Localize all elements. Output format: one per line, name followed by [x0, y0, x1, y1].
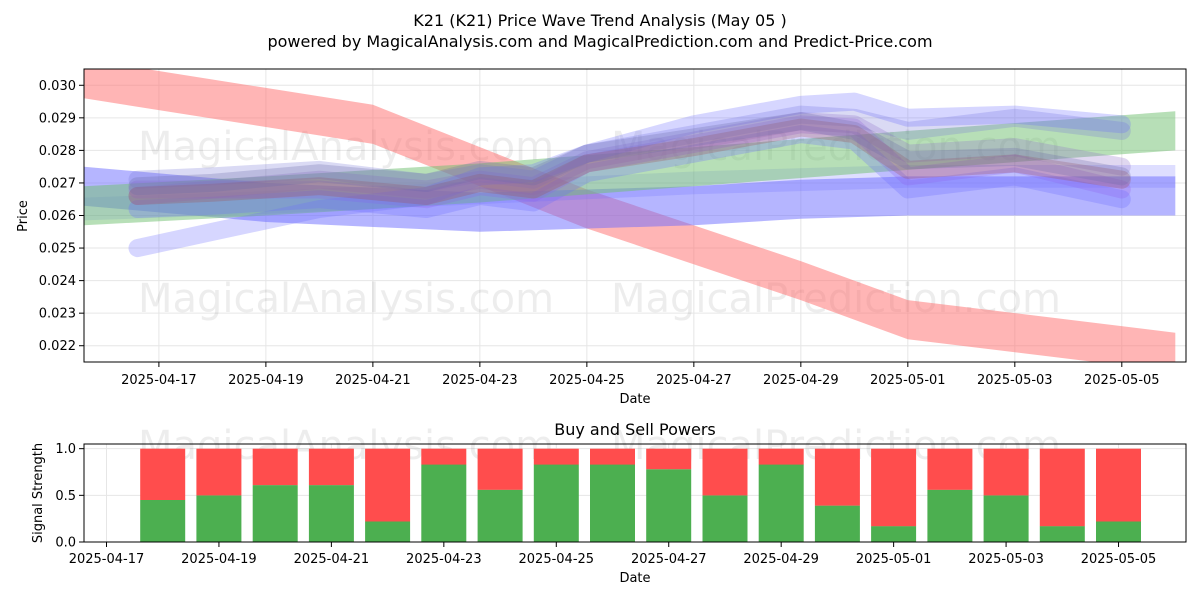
- sell-power-bar: [702, 448, 748, 496]
- buy-power-bar: [702, 495, 748, 542]
- signal-y-axis-label: Signal Strength: [31, 443, 46, 543]
- price-y-axis-label: Price: [16, 200, 31, 232]
- sell-power-bar: [983, 448, 1029, 496]
- sell-power-bar: [646, 448, 692, 470]
- price-y-tick-label: 0.022: [39, 339, 76, 354]
- buy-power-bar: [927, 489, 973, 542]
- sell-power-bar: [140, 448, 186, 500]
- price-x-tick-label: 2025-05-03: [977, 373, 1053, 388]
- price-x-tick-label: 2025-04-23: [442, 373, 518, 388]
- price-x-tick-label: 2025-04-27: [656, 373, 732, 388]
- signal-x-tick-label: 2025-04-21: [294, 552, 370, 567]
- price-y-tick-label: 0.023: [39, 307, 76, 322]
- buy-power-bar: [533, 464, 579, 542]
- sell-power-bar: [365, 448, 411, 522]
- signal-y-tick-label: 0.0: [55, 536, 76, 551]
- buy-power-bar: [477, 489, 523, 542]
- signal-x-tick-label: 2025-05-01: [856, 552, 932, 567]
- price-x-tick-label: 2025-04-21: [335, 373, 411, 388]
- signal-x-tick-label: 2025-05-05: [1081, 552, 1157, 567]
- signal-x-tick-label: 2025-04-19: [181, 552, 257, 567]
- blue-trend-band: [84, 166, 1176, 232]
- price-y-tick-label: 0.029: [39, 111, 76, 126]
- price-y-tick-label: 0.025: [39, 242, 76, 257]
- price-x-axis-label: Date: [619, 392, 650, 407]
- price-y-tick-label: 0.024: [39, 274, 76, 289]
- buy-power-bar: [871, 526, 917, 542]
- price-y-tick-label: 0.030: [39, 79, 76, 94]
- signal-x-ticks: 2025-04-17 2025-04-19 2025-04-21 2025-04-23…: [69, 542, 1157, 567]
- signal-x-tick-label: 2025-04-27: [631, 552, 707, 567]
- chart-title: K21 (K21) Price Wave Trend Analysis (May…: [413, 11, 786, 30]
- buy-power-bar: [1039, 526, 1085, 542]
- price-wave-line: [128, 115, 1131, 209]
- signal-x-tick-label: 2025-04-23: [406, 552, 482, 567]
- price-x-ticks: 2025-04-17 2025-04-19 2025-04-21 2025-04-23…: [121, 362, 1160, 388]
- signal-bars: [140, 448, 1141, 542]
- signal-title: Buy and Sell Powers: [554, 420, 716, 439]
- signal-y-ticks: 0.0 0.5 1.0: [55, 442, 84, 551]
- sell-power-bar: [871, 448, 917, 527]
- buy-power-bar: [646, 469, 692, 542]
- price-wave-lines: [128, 92, 1131, 258]
- price-bands: [84, 69, 1176, 362]
- buy-power-bar: [196, 495, 242, 542]
- signal-x-tick-label: 2025-04-29: [743, 552, 819, 567]
- sell-power-bar: [308, 448, 354, 486]
- buy-power-bar: [1096, 521, 1141, 542]
- buy-power-bar: [365, 521, 411, 542]
- price-x-tick-label: 2025-04-17: [121, 373, 197, 388]
- green-trend-band: [84, 111, 1176, 226]
- price-plot: MagicalAnalysis.com MagicalPrediction.co…: [16, 68, 1187, 407]
- buy-power-bar: [758, 464, 804, 542]
- price-y-ticks: 0.022 0.023 0.024 0.025 0.026 0.027 0.028 0.029…: [39, 79, 84, 354]
- sell-power-bar: [758, 448, 804, 465]
- price-wave-line: [128, 112, 1131, 196]
- signal-plot: Buy and Sell Powers MagicalAnalysis.com …: [31, 420, 1187, 586]
- signal-y-tick-label: 0.5: [55, 489, 76, 504]
- price-wave-line: [128, 125, 1131, 218]
- price-y-tick-label: 0.028: [39, 144, 76, 159]
- sell-power-bar: [196, 448, 242, 496]
- signal-x-tick-label: 2025-04-17: [69, 552, 145, 567]
- buy-power-bar: [983, 495, 1029, 542]
- price-y-tick-label: 0.026: [39, 209, 76, 224]
- buy-power-bar: [252, 485, 298, 542]
- price-x-tick-label: 2025-05-01: [870, 373, 946, 388]
- price-wave-line: [128, 105, 1131, 192]
- price-wave-line: [128, 92, 1131, 258]
- sell-power-bar: [252, 448, 298, 486]
- price-grid: [84, 69, 1186, 362]
- signal-plot-frame: [83, 443, 1187, 543]
- signal-x-tick-label: 2025-05-03: [968, 552, 1044, 567]
- sell-power-bar: [421, 448, 467, 465]
- price-x-tick-label: 2025-04-19: [228, 373, 304, 388]
- buy-power-bar: [140, 500, 186, 542]
- signal-y-tick-label: 1.0: [55, 442, 76, 457]
- price-wave-line: [128, 118, 1131, 205]
- price-y-tick-label: 0.027: [39, 176, 76, 191]
- price-x-tick-label: 2025-04-29: [763, 373, 839, 388]
- signal-x-tick-label: 2025-04-25: [519, 552, 595, 567]
- sell-power-bar: [1039, 448, 1085, 527]
- buy-power-bar: [814, 505, 860, 542]
- signal-x-axis-label: Date: [619, 571, 650, 586]
- sell-power-bar: [533, 448, 579, 465]
- watermark-analysis-mid: MagicalAnalysis.com: [138, 276, 554, 322]
- buy-power-bar: [308, 485, 354, 542]
- buy-power-bar: [421, 464, 467, 542]
- price-x-tick-label: 2025-04-25: [549, 373, 625, 388]
- price-x-tick-label: 2025-05-05: [1084, 373, 1160, 388]
- buy-power-bar: [590, 464, 635, 542]
- sell-power-bar: [590, 448, 635, 465]
- sell-power-bar: [477, 448, 523, 490]
- sell-power-bar: [1096, 448, 1141, 522]
- price-wave-line: [128, 112, 1131, 205]
- sell-power-bar: [927, 448, 973, 490]
- sell-power-bar: [814, 448, 860, 506]
- chart-subtitle: powered by MagicalAnalysis.com and Magic…: [267, 32, 932, 51]
